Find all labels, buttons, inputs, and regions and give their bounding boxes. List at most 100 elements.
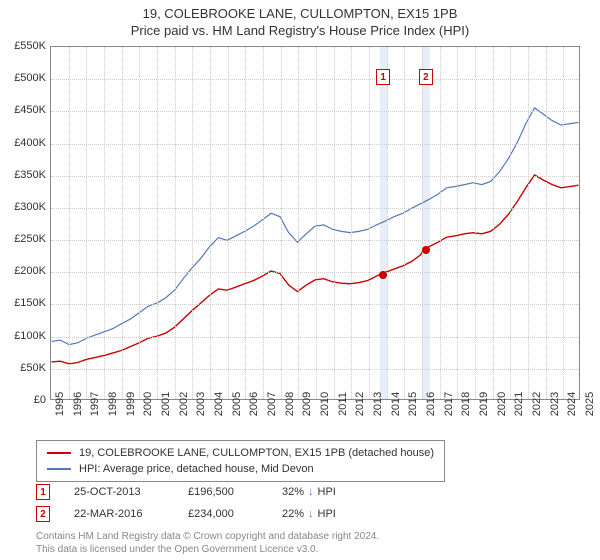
x-tick-label: 1997 — [89, 392, 101, 416]
grid-line-h — [51, 304, 579, 305]
grid-line-v — [387, 47, 388, 399]
y-tick-label: £100K — [14, 330, 46, 342]
x-tick-label: 2009 — [301, 392, 313, 416]
grid-line-h — [51, 176, 579, 177]
x-tick-label: 2021 — [513, 392, 525, 416]
grid-line-h — [51, 208, 579, 209]
title-block: 19, COLEBROOKE LANE, CULLOMPTON, EX15 1P… — [0, 0, 600, 38]
grid-line-v — [245, 47, 246, 399]
x-tick-label: 2008 — [284, 392, 296, 416]
sale-delta-1: 32% ↓ HPI — [282, 486, 336, 498]
grid-line-v — [475, 47, 476, 399]
grid-line-v — [122, 47, 123, 399]
y-tick-label: £50K — [20, 362, 46, 374]
legend-label-property: 19, COLEBROOKE LANE, CULLOMPTON, EX15 1P… — [79, 447, 434, 459]
x-tick-label: 2019 — [478, 392, 490, 416]
grid-line-v — [316, 47, 317, 399]
grid-line-v — [263, 47, 264, 399]
grid-line-v — [175, 47, 176, 399]
x-tick-label: 1995 — [54, 392, 66, 416]
sale-marker-2: 2 — [36, 506, 50, 522]
grid-line-v — [493, 47, 494, 399]
sale-marker-box: 2 — [419, 69, 433, 85]
grid-line-v — [457, 47, 458, 399]
grid-line-v — [104, 47, 105, 399]
chart-container: 19, COLEBROOKE LANE, CULLOMPTON, EX15 1P… — [0, 0, 600, 560]
down-arrow-icon: ↓ — [308, 508, 314, 520]
x-tick-label: 2000 — [142, 392, 154, 416]
x-tick-label: 2006 — [248, 392, 260, 416]
sale-dot — [379, 271, 387, 279]
legend-row-property: 19, COLEBROOKE LANE, CULLOMPTON, EX15 1P… — [47, 445, 434, 461]
sale-row-1: 1 25-OCT-2013 £196,500 32% ↓ HPI — [36, 484, 336, 500]
grid-line-v — [351, 47, 352, 399]
grid-line-v — [422, 47, 423, 399]
legend-row-hpi: HPI: Average price, detached house, Mid … — [47, 461, 434, 477]
x-tick-label: 2014 — [390, 392, 402, 416]
grid-line-v — [404, 47, 405, 399]
y-tick-label: £500K — [14, 72, 46, 84]
x-tick-label: 2005 — [231, 392, 243, 416]
legend-swatch-property — [47, 452, 71, 454]
sale-marker-1: 1 — [36, 484, 50, 500]
x-tick-label: 2020 — [496, 392, 508, 416]
y-tick-label: £250K — [14, 233, 46, 245]
grid-line-v — [157, 47, 158, 399]
y-tick-label: £200K — [14, 265, 46, 277]
x-tick-label: 1998 — [107, 392, 119, 416]
grid-line-v — [192, 47, 193, 399]
grid-line-v — [139, 47, 140, 399]
grid-line-v — [69, 47, 70, 399]
grid-line-h — [51, 144, 579, 145]
x-tick-label: 2001 — [160, 392, 172, 416]
y-tick-label: £0 — [34, 394, 46, 406]
legend-label-hpi: HPI: Average price, detached house, Mid … — [79, 463, 314, 475]
grid-line-v — [281, 47, 282, 399]
x-tick-label: 2003 — [195, 392, 207, 416]
legend-swatch-hpi — [47, 468, 71, 470]
grid-line-v — [334, 47, 335, 399]
footer-line2: This data is licensed under the Open Gov… — [36, 543, 379, 556]
grid-line-v — [528, 47, 529, 399]
sale-row-2: 2 22-MAR-2016 £234,000 22% ↓ HPI — [36, 506, 336, 522]
title-address: 19, COLEBROOKE LANE, CULLOMPTON, EX15 1P… — [0, 6, 600, 21]
y-tick-label: £300K — [14, 201, 46, 213]
grid-line-v — [440, 47, 441, 399]
sale-price-1: £196,500 — [188, 486, 258, 498]
x-tick-label: 2025 — [584, 392, 596, 416]
grid-line-v — [563, 47, 564, 399]
x-tick-label: 2023 — [549, 392, 561, 416]
grid-line-v — [86, 47, 87, 399]
down-arrow-icon: ↓ — [308, 486, 314, 498]
grid-line-v — [369, 47, 370, 399]
x-tick-label: 2007 — [266, 392, 278, 416]
sale-date-2: 22-MAR-2016 — [74, 508, 164, 520]
sale-marker-box: 1 — [376, 69, 390, 85]
x-tick-label: 2024 — [566, 392, 578, 416]
x-tick-label: 1996 — [72, 392, 84, 416]
series-property — [51, 175, 578, 364]
x-tick-label: 2018 — [460, 392, 472, 416]
x-tick-label: 2017 — [443, 392, 455, 416]
x-tick-label: 2012 — [354, 392, 366, 416]
sale-price-2: £234,000 — [188, 508, 258, 520]
sale-delta-2: 22% ↓ HPI — [282, 508, 336, 520]
y-tick-label: £150K — [14, 297, 46, 309]
y-tick-label: £350K — [14, 169, 46, 181]
x-tick-label: 2010 — [319, 392, 331, 416]
x-tick-label: 2013 — [372, 392, 384, 416]
x-tick-label: 2015 — [407, 392, 419, 416]
x-tick-label: 2011 — [337, 392, 349, 416]
footer-line1: Contains HM Land Registry data © Crown c… — [36, 530, 379, 543]
y-tick-label: £400K — [14, 137, 46, 149]
x-tick-label: 2022 — [531, 392, 543, 416]
grid-line-v — [228, 47, 229, 399]
chart-lines-svg — [51, 47, 579, 399]
grid-line-h — [51, 337, 579, 338]
y-tick-label: £550K — [14, 40, 46, 52]
sale-date-1: 25-OCT-2013 — [74, 486, 164, 498]
grid-line-v — [210, 47, 211, 399]
title-subtitle: Price paid vs. HM Land Registry's House … — [0, 23, 600, 38]
sale-dot — [422, 246, 430, 254]
grid-line-v — [510, 47, 511, 399]
